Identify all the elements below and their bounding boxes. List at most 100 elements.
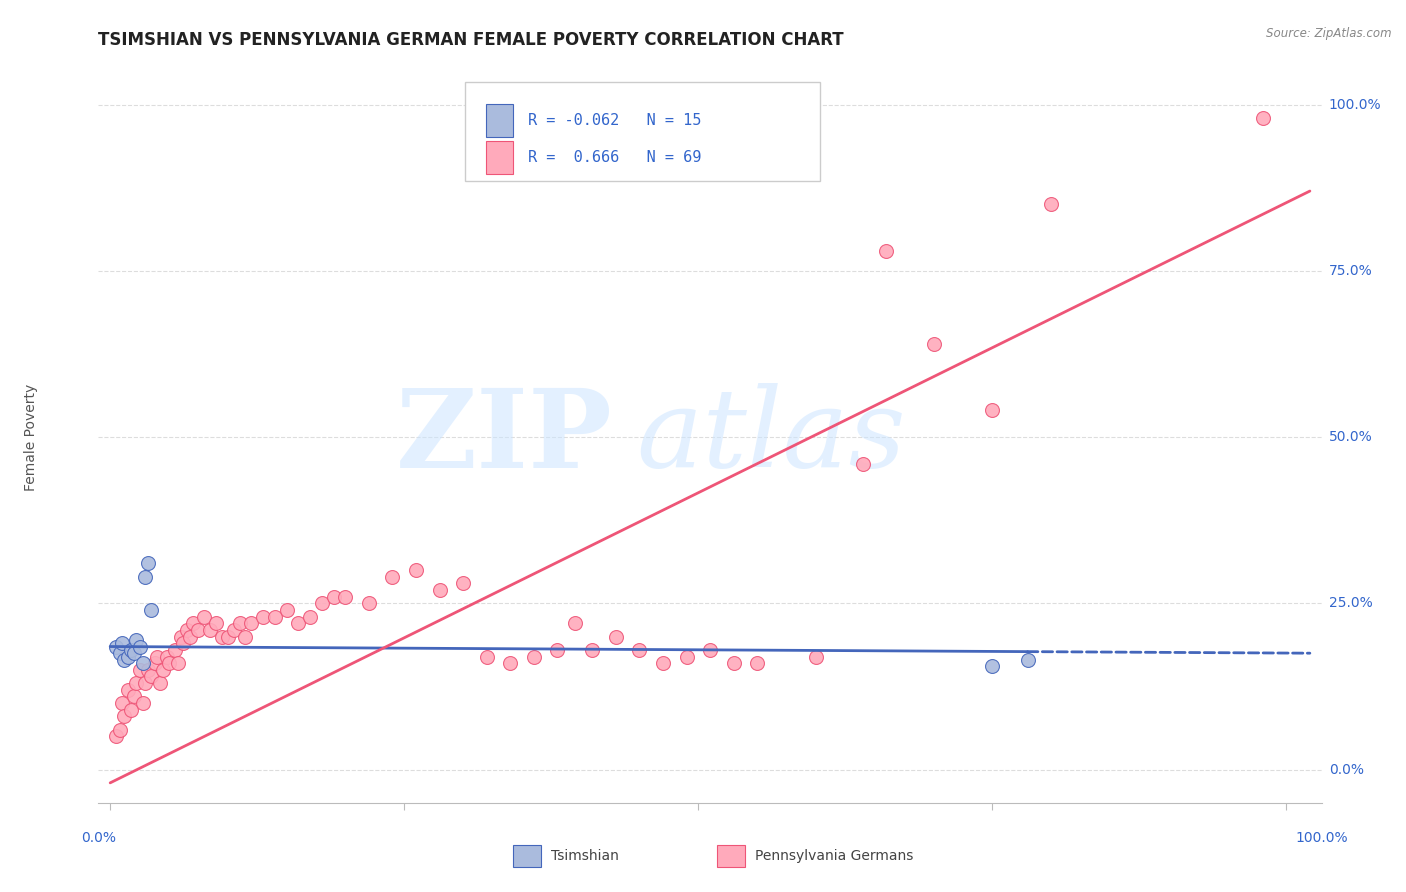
Point	[120, 703, 142, 717]
Point	[581, 643, 603, 657]
Point	[141, 669, 163, 683]
Point	[357, 596, 380, 610]
Text: atlas: atlas	[637, 384, 907, 491]
Point	[111, 636, 134, 650]
Point	[125, 676, 148, 690]
Point	[804, 649, 827, 664]
Point	[322, 590, 344, 604]
Point	[523, 649, 546, 664]
Point	[922, 337, 945, 351]
Point	[235, 630, 257, 644]
Point	[1017, 653, 1039, 667]
Text: 50.0%: 50.0%	[1329, 430, 1372, 444]
Point	[141, 603, 163, 617]
Bar	[486, 104, 513, 137]
Point	[564, 616, 586, 631]
FancyBboxPatch shape	[465, 82, 820, 181]
Point	[263, 609, 285, 624]
Point	[1251, 111, 1274, 125]
Point	[167, 656, 190, 670]
Point	[699, 643, 721, 657]
Point	[108, 723, 131, 737]
Point	[405, 563, 427, 577]
Point	[311, 596, 333, 610]
Point	[181, 616, 204, 631]
Point	[499, 656, 522, 670]
Point	[381, 570, 404, 584]
Point	[228, 616, 250, 631]
Point	[122, 646, 145, 660]
Point	[143, 656, 166, 670]
Point	[211, 630, 233, 644]
Text: 100.0%: 100.0%	[1329, 97, 1381, 112]
Point	[628, 643, 651, 657]
Point	[187, 623, 209, 637]
Point	[132, 656, 155, 670]
Point	[176, 623, 198, 637]
Point	[117, 649, 139, 664]
Point	[179, 630, 201, 644]
Point	[745, 656, 768, 670]
Text: R = -0.062   N = 15: R = -0.062 N = 15	[527, 113, 702, 128]
Point	[105, 640, 128, 654]
Point	[170, 630, 193, 644]
Text: 0.0%: 0.0%	[82, 831, 115, 846]
Text: Pennsylvania Germans: Pennsylvania Germans	[755, 849, 914, 863]
Point	[205, 616, 228, 631]
Text: Tsimshian: Tsimshian	[551, 849, 619, 863]
Point	[120, 643, 142, 657]
Text: ZIP: ZIP	[395, 384, 612, 491]
Point	[652, 656, 675, 670]
Point	[193, 609, 215, 624]
Bar	[486, 141, 513, 174]
Text: 100.0%: 100.0%	[1295, 831, 1348, 846]
Point	[335, 590, 357, 604]
Point	[134, 570, 156, 584]
Point	[136, 663, 159, 677]
Point	[112, 653, 135, 667]
Text: 25.0%: 25.0%	[1329, 597, 1372, 610]
Point	[172, 636, 194, 650]
Point	[163, 643, 186, 657]
Point	[981, 659, 1004, 673]
Point	[299, 609, 322, 624]
Point	[429, 582, 451, 597]
Point	[546, 643, 568, 657]
Text: Female Poverty: Female Poverty	[24, 384, 38, 491]
Text: 75.0%: 75.0%	[1329, 264, 1372, 277]
Point	[605, 630, 627, 644]
Point	[475, 649, 498, 664]
Point	[875, 244, 897, 258]
Text: R =  0.666   N = 69: R = 0.666 N = 69	[527, 150, 702, 165]
Point	[157, 656, 180, 670]
Point	[1040, 197, 1063, 211]
Point	[125, 632, 148, 647]
Point	[136, 557, 159, 571]
Point	[128, 640, 150, 654]
Point	[217, 630, 239, 644]
Point	[156, 649, 179, 664]
Point	[112, 709, 135, 723]
Point	[981, 403, 1004, 417]
Point	[152, 663, 174, 677]
Point	[675, 649, 697, 664]
Point	[146, 649, 169, 664]
Point	[149, 676, 172, 690]
Text: 0.0%: 0.0%	[1329, 763, 1364, 777]
Point	[108, 646, 131, 660]
Point	[128, 663, 150, 677]
Point	[852, 457, 875, 471]
Point	[105, 729, 128, 743]
Point	[222, 623, 245, 637]
Point	[287, 616, 309, 631]
Text: TSIMSHIAN VS PENNSYLVANIA GERMAN FEMALE POVERTY CORRELATION CHART: TSIMSHIAN VS PENNSYLVANIA GERMAN FEMALE …	[98, 31, 844, 49]
Point	[117, 682, 139, 697]
Point	[134, 676, 156, 690]
Point	[252, 609, 274, 624]
Point	[276, 603, 298, 617]
Point	[198, 623, 221, 637]
Point	[132, 696, 155, 710]
Point	[723, 656, 745, 670]
Point	[451, 576, 474, 591]
Text: Source: ZipAtlas.com: Source: ZipAtlas.com	[1267, 27, 1392, 40]
